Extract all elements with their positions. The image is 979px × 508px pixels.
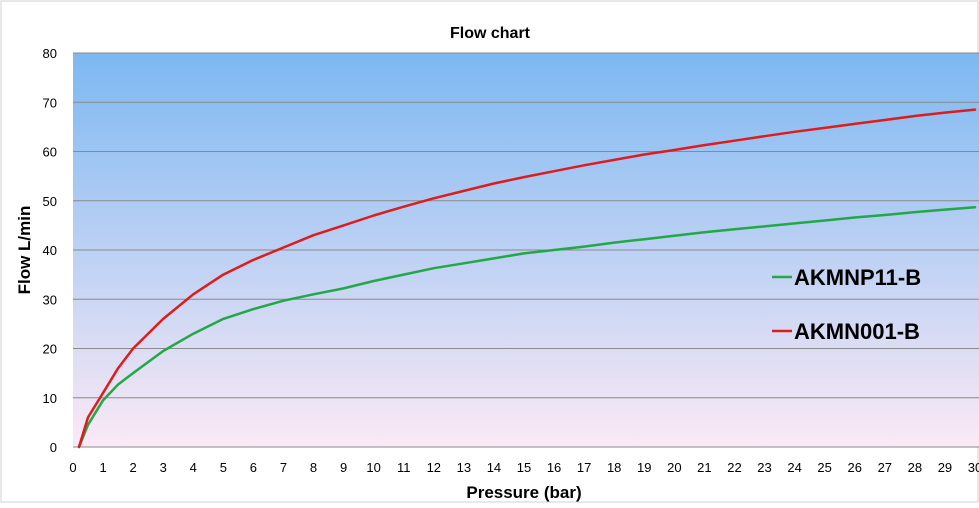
- x-tick-label: 18: [607, 460, 621, 475]
- x-tick-label: 16: [547, 460, 561, 475]
- x-tick-label: 1: [99, 460, 106, 475]
- x-tick-label: 25: [817, 460, 831, 475]
- y-tick-label: 70: [43, 95, 57, 110]
- x-tick-label: 22: [727, 460, 741, 475]
- x-tick-label: 14: [487, 460, 501, 475]
- x-axis-ticks: 0 1 2 3 4 5 6 7 8 9 10 11 12 13 14 15 16 17 18 19 20 21 22 23 24…: [69, 460, 979, 475]
- series-line-akmn001-b: [77, 108, 977, 449]
- x-tick-label: 29: [938, 460, 952, 475]
- series-lines: [77, 108, 977, 449]
- x-tick-label: 15: [517, 460, 531, 475]
- x-tick-label: 21: [697, 460, 711, 475]
- x-tick-label: 10: [366, 460, 380, 475]
- x-tick-label: 26: [847, 460, 861, 475]
- legend-label: AKMNP11-B: [794, 265, 921, 290]
- x-tick-label: 27: [878, 460, 892, 475]
- x-tick-label: 4: [190, 460, 197, 475]
- x-tick-label: 24: [787, 460, 801, 475]
- x-tick-label: 28: [908, 460, 922, 475]
- x-tick-label: 13: [457, 460, 471, 475]
- y-tick-label: 60: [43, 145, 57, 160]
- x-tick-label: 5: [220, 460, 227, 475]
- y-tick-label: 0: [50, 440, 57, 455]
- x-tick-label: 0: [69, 460, 76, 475]
- x-tick-label: 6: [250, 460, 257, 475]
- y-tick-label: 40: [43, 243, 57, 258]
- gridlines: [73, 52, 979, 448]
- legend: AKMNP11-B AKMN001-B: [772, 265, 921, 344]
- legend-label: AKMN001-B: [794, 319, 920, 344]
- y-axis-title: Flow L/min: [15, 206, 34, 295]
- x-tick-label: 2: [130, 460, 137, 475]
- x-tick-label: 20: [667, 460, 681, 475]
- x-tick-label: 9: [340, 460, 347, 475]
- y-tick-label: 10: [43, 391, 57, 406]
- x-tick-label: 19: [637, 460, 651, 475]
- y-tick-label: 80: [43, 46, 57, 61]
- x-tick-label: 30: [968, 460, 979, 475]
- x-axis-title: Pressure (bar): [466, 483, 581, 502]
- x-tick-label: 11: [397, 460, 411, 475]
- chart-title: Flow chart: [450, 25, 531, 42]
- x-tick-label: 8: [310, 460, 317, 475]
- series-line-akmnp11-b: [77, 205, 977, 449]
- x-tick-label: 7: [280, 460, 287, 475]
- x-tick-label: 3: [160, 460, 167, 475]
- y-axis-ticks: 0 10 20 30 40 50 60 70 80: [43, 46, 57, 455]
- x-tick-label: 12: [427, 460, 441, 475]
- x-tick-label: 23: [757, 460, 771, 475]
- y-tick-label: 20: [43, 342, 57, 357]
- y-tick-label: 30: [43, 292, 57, 307]
- y-tick-label: 50: [43, 194, 57, 209]
- x-tick-label: 17: [577, 460, 591, 475]
